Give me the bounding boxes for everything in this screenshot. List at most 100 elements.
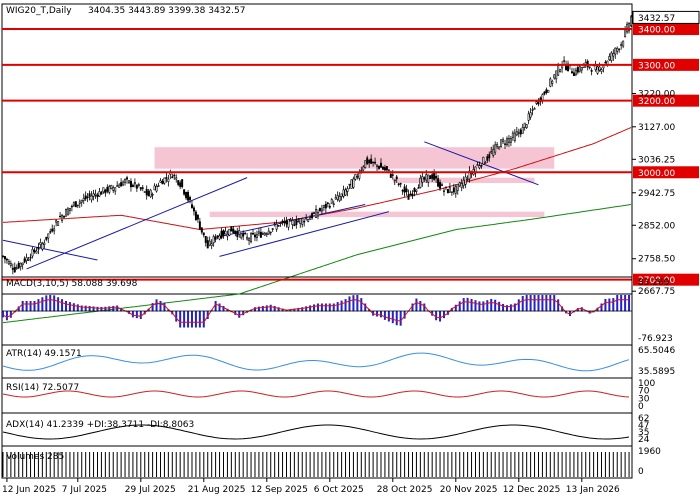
- candle-body: [149, 189, 152, 198]
- candle-body: [68, 207, 71, 211]
- candle-body: [511, 132, 514, 138]
- candle-body: [110, 184, 113, 189]
- level-tag: [633, 166, 699, 179]
- volume-tick-label: 1960: [638, 447, 661, 457]
- candle-body: [86, 196, 89, 199]
- macd-bar: [253, 307, 256, 312]
- candle-body: [187, 192, 190, 201]
- candle-body: [468, 170, 471, 180]
- candle-body: [458, 182, 461, 187]
- candle-body: [267, 230, 270, 235]
- candle-body: [64, 209, 67, 217]
- candle-body: [259, 231, 262, 238]
- candle-body: [281, 220, 284, 223]
- candle-body: [23, 258, 26, 263]
- candle-body: [328, 205, 331, 208]
- candle-body: [212, 236, 215, 244]
- macd-bar: [517, 299, 520, 312]
- macd-bar: [261, 306, 264, 312]
- candle-body: [596, 66, 599, 74]
- candle-body: [620, 44, 623, 46]
- macd-bar: [45, 295, 48, 312]
- candle-body: [94, 193, 97, 196]
- candle-body: [535, 101, 538, 104]
- candle-body: [604, 61, 607, 64]
- rsi-tick-label: 100: [638, 379, 655, 389]
- candle-body: [293, 224, 296, 226]
- candle-body: [429, 175, 432, 180]
- atr-tick-label: 65.5046: [638, 346, 675, 356]
- candle-body: [230, 226, 233, 232]
- macd-bar: [328, 303, 331, 312]
- macd-bar: [159, 301, 162, 312]
- volume-tick-label: 0: [638, 467, 644, 477]
- candle-body: [608, 56, 611, 61]
- candle-body: [76, 204, 79, 207]
- adx-tick-label: 24: [638, 435, 650, 445]
- candle-body: [82, 197, 85, 201]
- candle-body: [454, 186, 457, 194]
- candle-body: [324, 203, 327, 209]
- macd-bar: [151, 303, 154, 312]
- price-axis: 3220.00 3127.00 3036.25 2942.75 2852.00 2758.…: [632, 90, 675, 297]
- candle-body: [366, 157, 369, 165]
- candle-body: [523, 122, 526, 128]
- candle-body: [513, 132, 516, 141]
- candle-body: [216, 235, 219, 238]
- level-label: 3200.00: [638, 97, 675, 107]
- candle-body: [316, 211, 319, 217]
- candle-body: [220, 230, 223, 239]
- candle-body: [190, 204, 193, 208]
- candle-body: [287, 218, 290, 228]
- candle-body: [480, 164, 483, 167]
- macd-bar: [194, 311, 197, 328]
- candle-body: [551, 80, 554, 84]
- candle-body: [3, 256, 6, 260]
- candle-body: [285, 220, 288, 225]
- candle-body: [179, 182, 182, 187]
- candle-body: [15, 267, 18, 269]
- candle-body: [616, 47, 619, 52]
- candle-body: [226, 233, 229, 237]
- candle-body: [228, 228, 231, 236]
- candle-body: [502, 139, 505, 142]
- candle-body: [572, 72, 575, 77]
- ohlc-readout: 3404.35 3443.89 3399.38 3432.57: [88, 6, 245, 16]
- price-tick-label: 3220.00: [638, 90, 675, 100]
- candle-body: [151, 194, 154, 196]
- candle-body: [348, 183, 351, 186]
- candle-body: [576, 67, 579, 73]
- candle-body: [147, 190, 150, 197]
- macd-bar: [269, 304, 272, 312]
- candle-body: [425, 174, 428, 181]
- candle-body: [525, 124, 528, 128]
- macd-bar: [435, 311, 438, 321]
- macd-bar: [257, 306, 260, 312]
- candle-body: [509, 138, 512, 143]
- candle-body: [313, 212, 316, 214]
- macd-bar: [505, 305, 508, 312]
- macd-bar: [541, 295, 544, 312]
- candle-body: [397, 183, 400, 186]
- candle-body: [5, 258, 8, 261]
- candle-body: [96, 194, 99, 198]
- time-tick-label: 6 Oct 2025: [314, 485, 364, 495]
- candle-body: [580, 67, 583, 71]
- macd-bar: [120, 307, 123, 312]
- candle-body: [527, 113, 530, 121]
- candle-body: [435, 176, 438, 179]
- macd-bar: [557, 299, 560, 312]
- macd-bar: [387, 311, 390, 322]
- candle-body: [25, 257, 28, 262]
- macd-bar: [25, 301, 28, 312]
- candle-body: [515, 131, 518, 136]
- candle-body: [185, 191, 188, 199]
- candle-body: [277, 225, 280, 227]
- candle-body: [291, 220, 294, 225]
- macd-signal-line: [2, 299, 629, 323]
- level-tag: [633, 94, 699, 107]
- candle-body: [175, 177, 178, 180]
- candle-body: [504, 143, 507, 145]
- candle-body: [399, 183, 402, 185]
